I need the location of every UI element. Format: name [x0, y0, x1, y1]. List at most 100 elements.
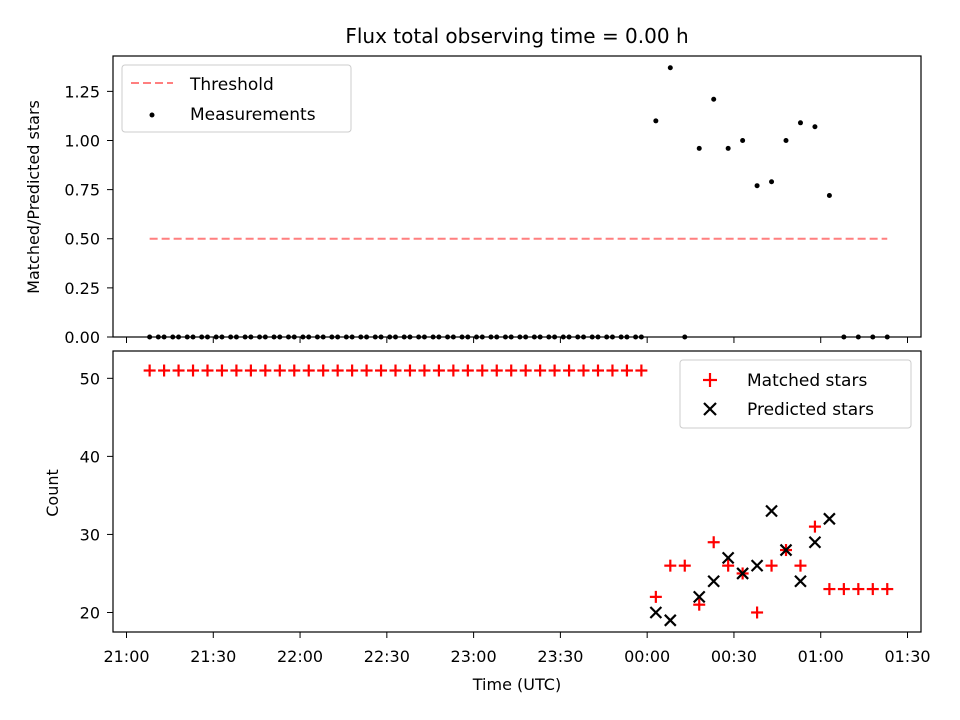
count-panel-xlabel: Time (UTC) — [472, 675, 561, 694]
count-panel-ticks: 20 30 40 50 21:00 21:30 22:00 22:30 23:00 23:30 00… — [80, 369, 931, 666]
matched-star-marker — [881, 583, 894, 596]
matched-star-marker — [808, 520, 821, 533]
matched-star-marker — [534, 364, 547, 377]
matched-star-marker — [403, 364, 416, 377]
legend-measurements-label: Measurements — [190, 105, 316, 125]
ratio-panel-frame — [112, 55, 922, 338]
legend-measurements-swatch — [149, 112, 155, 118]
matched-star-marker — [823, 583, 836, 596]
matched-star-marker — [201, 364, 214, 377]
measurement-point — [826, 193, 832, 199]
ratio-panel-legend: Threshold Measurements — [121, 64, 352, 133]
measurement-point — [725, 145, 731, 151]
matched-star-marker — [476, 364, 489, 377]
measurement-point — [769, 179, 775, 185]
matched-star-marker — [461, 364, 474, 377]
ratio-panel: 0.00 0.25 0.50 0.75 1.00 1.25 Matched/Predict… — [24, 55, 922, 347]
matched-star-marker — [505, 364, 518, 377]
matched-star-marker — [215, 364, 228, 377]
matched-star-marker — [563, 364, 576, 377]
measurement-point — [812, 124, 818, 130]
count-xtick-label: 21:00 — [103, 647, 149, 666]
matched-star-marker — [172, 364, 185, 377]
predicted-star-marker — [736, 567, 749, 580]
matched-star-marker — [490, 364, 503, 377]
count-ytick-label: 50 — [80, 369, 100, 388]
matched-star-marker — [519, 364, 532, 377]
chart-title: Flux total observing time = 0.00 h — [345, 24, 688, 48]
matched-star-marker — [866, 583, 879, 596]
matched-star-marker — [678, 559, 691, 572]
matched-star-marker — [722, 559, 735, 572]
matched-star-marker — [693, 598, 706, 611]
matched-star-marker — [577, 364, 590, 377]
predicted-star-marker — [794, 574, 807, 588]
matched-star-marker — [244, 364, 257, 377]
ratio-ytick-label: 0.00 — [64, 328, 100, 347]
matched-star-marker — [187, 364, 200, 377]
matched-star-marker — [591, 364, 604, 377]
legend-matched-swatch — [703, 373, 717, 387]
predicted-star-marker — [823, 512, 836, 526]
legend-threshold-label: Threshold — [189, 75, 274, 95]
matched-star-marker — [751, 606, 764, 619]
predicted-star-marker — [808, 535, 822, 549]
ratio-ytick-label: 1.25 — [64, 82, 100, 101]
ratio-ytick-label: 0.50 — [64, 230, 100, 249]
matched-star-marker — [375, 364, 388, 377]
count-ytick-label: 30 — [80, 525, 100, 544]
matched-star-marker — [389, 364, 402, 377]
matched-star-marker — [273, 364, 286, 377]
matched-star-marker — [837, 583, 850, 596]
count-panel-data — [143, 364, 894, 627]
legend-predicted-swatch — [703, 402, 717, 416]
predicted-star-marker — [664, 614, 677, 627]
ratio-ytick-label: 1.00 — [64, 131, 100, 150]
count-xtick-label: 01:30 — [884, 647, 930, 666]
count-xtick-label: 00:30 — [711, 647, 757, 666]
predicted-star-marker — [692, 590, 706, 604]
matched-star-marker — [360, 364, 373, 377]
count-ytick-label: 20 — [80, 603, 100, 622]
measurement-point — [696, 145, 702, 151]
count-xtick-label: 01:00 — [798, 647, 844, 666]
matched-star-marker — [447, 364, 460, 377]
matched-star-marker — [259, 364, 272, 377]
predicted-star-marker — [649, 606, 663, 619]
matched-star-marker — [143, 364, 156, 377]
matched-star-marker — [302, 364, 315, 377]
predicted-star-marker — [707, 574, 720, 588]
count-ytick-label: 40 — [80, 447, 100, 466]
ratio-panel-ylabel: Matched/Predicted stars — [24, 100, 43, 294]
count-xtick-label: 21:30 — [190, 647, 236, 666]
ratio-legend-box — [121, 64, 352, 133]
matched-star-marker — [548, 364, 561, 377]
matched-star-marker — [230, 364, 243, 377]
matched-star-marker — [852, 583, 865, 596]
matched-star-marker — [418, 364, 431, 377]
matched-star-marker — [331, 364, 344, 377]
matched-star-marker — [346, 364, 359, 377]
ratio-ytick-label: 0.75 — [64, 181, 100, 200]
measurement-point — [711, 96, 717, 102]
matched-star-marker — [707, 536, 720, 549]
count-panel-legend: Matched stars Predicted stars — [679, 359, 912, 429]
measurement-point — [754, 183, 760, 189]
count-xtick-label: 00:00 — [624, 647, 670, 666]
matched-star-marker — [664, 559, 677, 572]
measurement-point — [740, 137, 746, 143]
count-xtick-label: 23:00 — [451, 647, 497, 666]
count-xtick-label: 23:30 — [537, 647, 583, 666]
matched-star-marker — [317, 364, 330, 377]
count-panel-ylabel: Count — [43, 469, 62, 517]
matched-star-marker — [288, 364, 301, 377]
matched-star-marker — [620, 364, 633, 377]
ratio-panel-ticks: 0.00 0.25 0.50 0.75 1.00 1.25 — [64, 82, 908, 347]
matched-star-marker — [432, 364, 445, 377]
predicted-star-marker — [765, 504, 778, 518]
matched-star-marker — [606, 364, 619, 377]
predicted-star-marker — [721, 551, 735, 565]
predicted-star-marker — [779, 543, 793, 557]
measurement-point — [653, 118, 659, 124]
matched-star-marker — [794, 559, 807, 572]
